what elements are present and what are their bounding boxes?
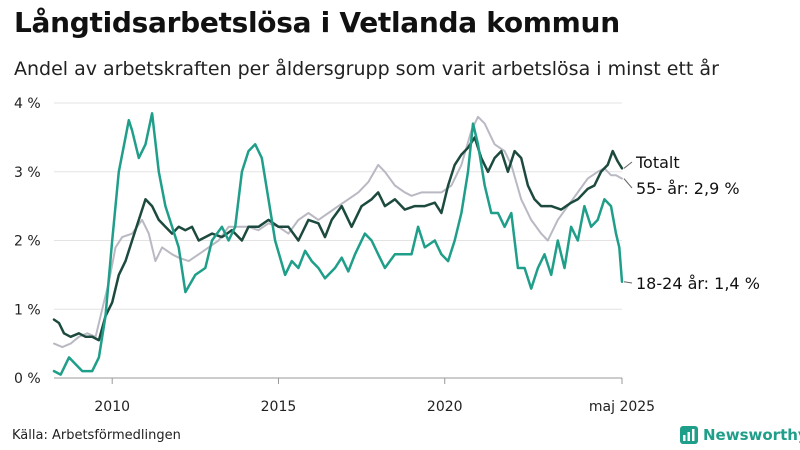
y-axis-tick-labels: 0 % 1 % 2 % 3 % 4 %: [14, 96, 41, 387]
y-tick-label: 2 %: [14, 234, 41, 250]
source-note: Källa: Arbetsförmedlingen: [12, 428, 181, 443]
series-line: [53, 115, 623, 349]
label-leader: [623, 178, 633, 189]
series-end-labels: 55- år: 2,9 % Totalt 18-24 år: 1,4 %: [623, 153, 760, 293]
x-tick-label: maj 2025: [589, 399, 655, 415]
y-tick-label: 4 %: [14, 96, 41, 112]
series-end-label: 18-24 år: 1,4 %: [636, 274, 760, 293]
brand-logo[interactable]: Newsworthy: [680, 426, 800, 444]
series-lines: [52, 112, 624, 376]
series-line: [52, 112, 624, 376]
y-tick-label: 3 %: [14, 165, 41, 181]
series-end-label: Totalt: [635, 153, 680, 172]
series-line: [52, 136, 624, 342]
y-tick-label: 1 %: [14, 302, 41, 318]
series-end-label: 55- år: 2,9 %: [636, 179, 740, 198]
grid-lines: [54, 102, 622, 379]
label-leader: [623, 161, 633, 169]
x-tick-label: 2015: [261, 399, 297, 415]
x-axis: 2010 2015 2020 maj 2025: [54, 377, 655, 415]
label-leader: [623, 281, 633, 284]
newsworthy-logo-icon: [680, 426, 698, 444]
y-tick-label: 0 %: [14, 371, 41, 387]
chart-title: Långtidsarbetslösa i Vetlanda kommun: [14, 6, 620, 39]
x-tick-label: 2010: [94, 399, 130, 415]
brand-name: Newsworthy: [703, 426, 800, 444]
chart-subtitle: Andel av arbetskraften per åldersgrupp s…: [14, 58, 719, 80]
x-tick-label: 2020: [427, 399, 463, 415]
